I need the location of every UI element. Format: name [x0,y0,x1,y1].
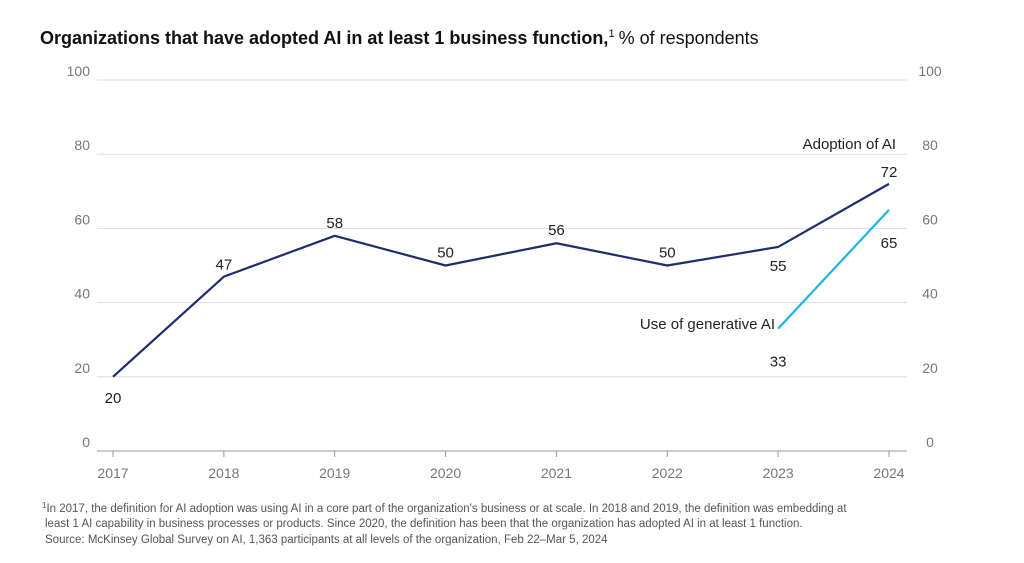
x-tick-label: 2024 [873,465,904,481]
data-label: 47 [216,257,233,274]
footnote-text: In 2017, the definition for AI adoption … [46,503,847,515]
y2-tick-label: 40 [922,286,938,302]
data-label: 50 [659,244,676,261]
data-label: 55 [770,258,787,275]
x-tick-label: 2022 [652,465,683,481]
y-tick-label: 40 [74,286,90,302]
data-label: 56 [548,222,565,239]
series-line [777,209,890,330]
data-label: 58 [326,215,343,232]
data-label: 50 [437,244,454,261]
data-label: 20 [105,390,122,407]
title-text: Organizations that have adopted AI in at… [40,28,608,48]
y2-tick-label: 20 [922,360,938,376]
y-tick-label: 100 [67,63,91,79]
footnote-line: 1In 2017, the definition for AI adoption… [42,501,847,515]
y2-tick-label: 100 [918,63,942,79]
y-tick-label: 60 [74,211,90,227]
chart-title: Organizations that have adopted AI in at… [40,28,759,48]
y2-tick-label: 0 [926,434,934,450]
x-tick-label: 2020 [430,465,461,481]
series-label: Use of generative AI [640,316,775,333]
y2-tick-label: 80 [922,137,938,153]
footnote-marker: 1 [42,501,47,510]
subtitle: % of respondents [619,28,759,48]
x-tick-label: 2023 [763,465,794,481]
title-note-marker: 1 [608,28,614,40]
footnote-line: least 1 AI capability in business proces… [45,518,803,530]
y-tick-label: 0 [82,434,90,450]
x-tick-label: 2021 [541,465,572,481]
y2-tick-label: 60 [922,211,938,227]
y-tick-label: 20 [74,360,90,376]
data-label: 33 [770,354,787,371]
data-label: 65 [881,235,898,252]
x-tick-label: 2017 [97,465,128,481]
x-tick-label: 2019 [319,465,350,481]
source: Source: McKinsey Global Survey on AI, 1,… [45,534,608,546]
x-tick-label: 2018 [208,465,239,481]
data-label: 72 [881,164,898,181]
series-label: Adoption of AI [803,136,896,153]
y-tick-label: 80 [74,137,90,153]
series-line [112,182,890,378]
